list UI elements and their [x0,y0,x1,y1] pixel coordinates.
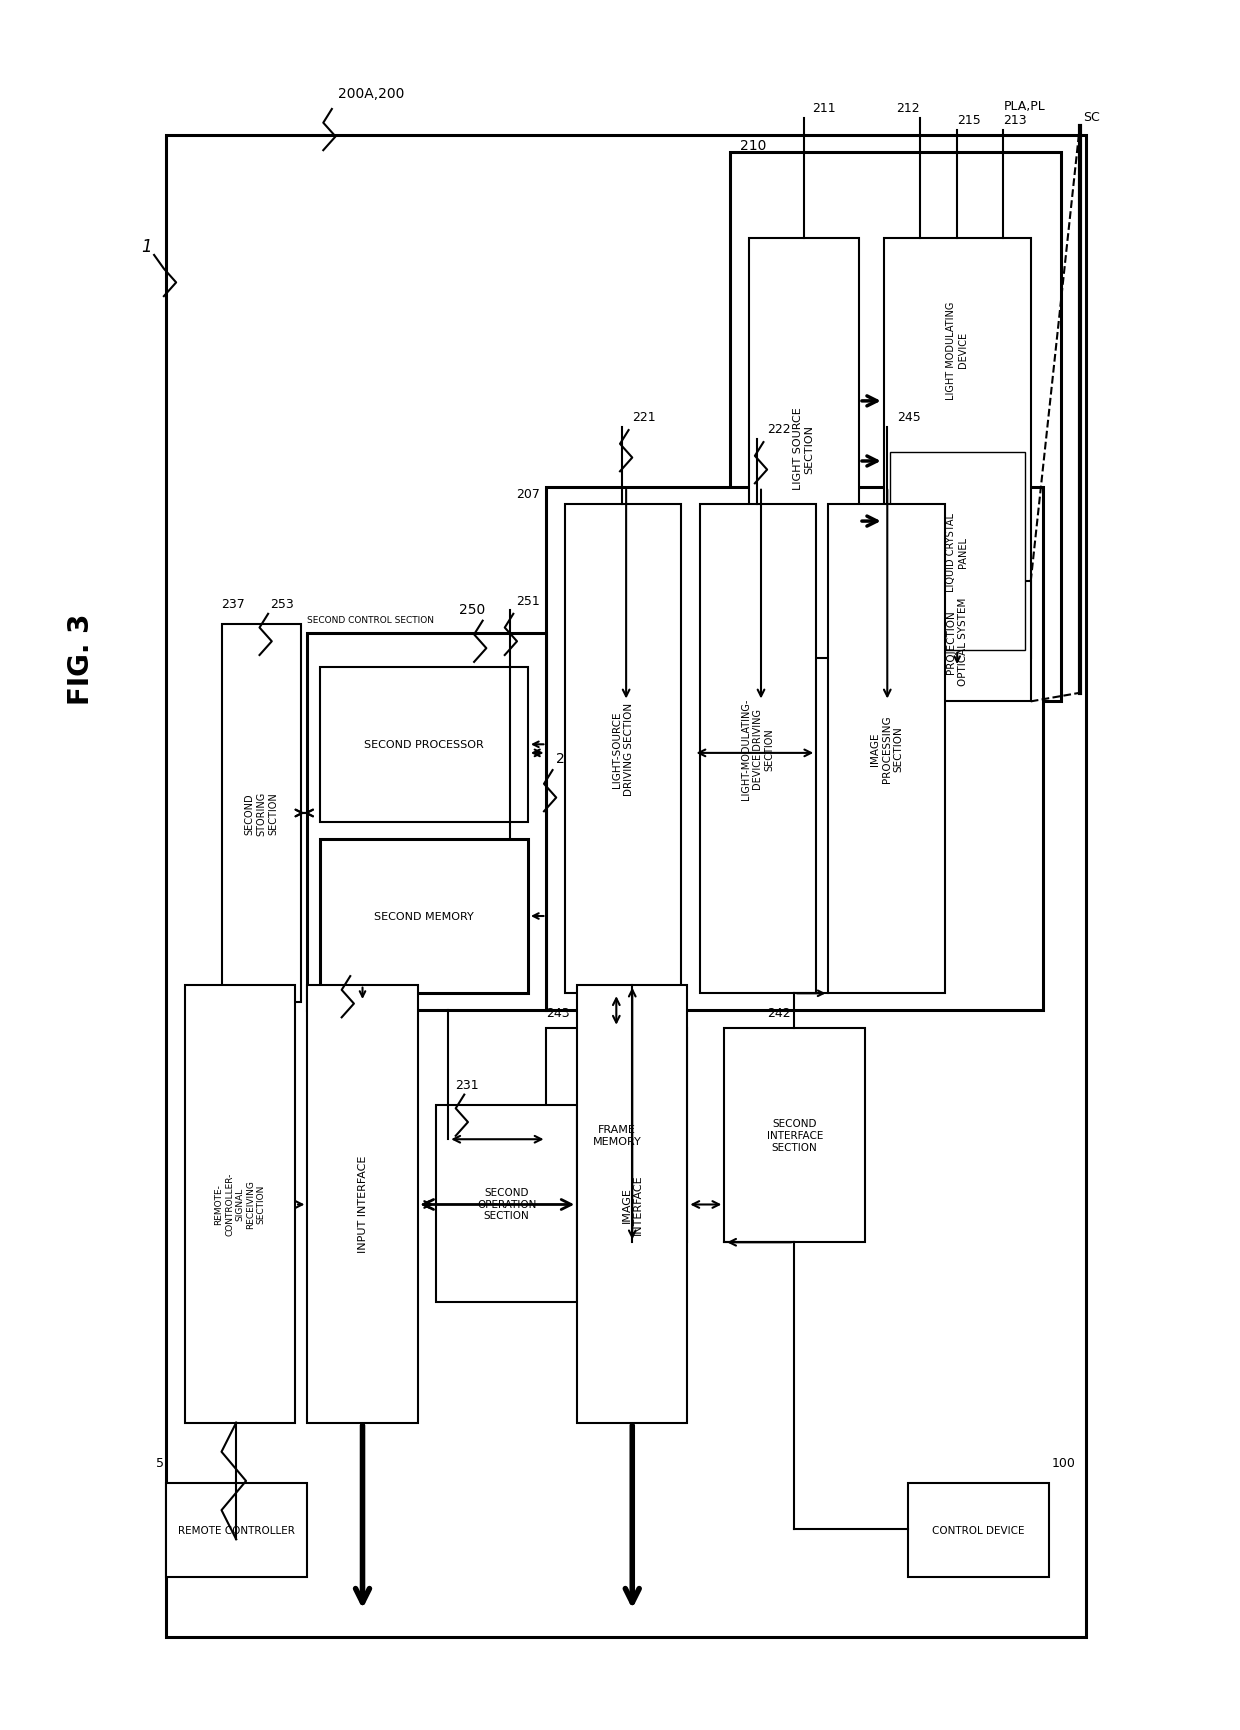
Text: 253: 253 [270,599,294,611]
Bar [565,505,681,993]
Text: LIGHT MODULATING
DEVICE: LIGHT MODULATING DEVICE [946,301,968,400]
Bar [320,839,528,993]
Text: LIGHT-MODULATING-
DEVICE DRIVING
SECTION: LIGHT-MODULATING- DEVICE DRIVING SECTION [742,699,775,799]
Bar [308,633,547,1010]
Bar [749,239,859,659]
Bar [884,581,1030,702]
Bar [577,984,687,1422]
Text: 100: 100 [1052,1457,1075,1469]
Bar [890,453,1024,650]
Text: SECOND
OPERATION
SECTION: SECOND OPERATION SECTION [477,1187,536,1221]
Text: 242: 242 [768,1007,791,1019]
Text: 200A,200: 200A,200 [339,86,404,102]
Bar [828,505,945,993]
Text: LIGHT-SOURCE
DRIVING SECTION: LIGHT-SOURCE DRIVING SECTION [613,702,634,796]
Text: 237: 237 [222,599,246,611]
Bar [547,488,1043,1010]
Text: REMOTE-
CONTROLLER-
SIGNAL
RECEIVING
SECTION: REMOTE- CONTROLLER- SIGNAL RECEIVING SEC… [215,1173,265,1235]
Text: SECOND
STORING
SECTION: SECOND STORING SECTION [244,791,278,836]
Text: 5: 5 [156,1457,164,1469]
Text: 221: 221 [632,412,656,424]
Text: 251: 251 [516,595,539,607]
Bar [436,1105,577,1303]
Bar [308,984,418,1422]
Bar [166,1483,308,1578]
Bar [166,135,1086,1637]
Text: SECOND
INTERFACE
SECTION: SECOND INTERFACE SECTION [766,1119,823,1152]
Text: 222: 222 [768,422,791,436]
Text: IMAGE
PROCESSING
SECTION: IMAGE PROCESSING SECTION [870,716,903,784]
Text: 233: 233 [228,958,252,972]
Bar [908,1483,1049,1578]
Text: LIGHT SOURCE
SECTION: LIGHT SOURCE SECTION [794,408,815,490]
Text: SECOND PROCESSOR: SECOND PROCESSOR [365,740,484,749]
Text: FIG. 3: FIG. 3 [67,614,94,704]
Bar [730,152,1061,702]
Text: 1: 1 [141,239,151,256]
Text: 243: 243 [547,1007,570,1019]
Text: PLA,PL: PLA,PL [1003,100,1045,114]
Text: 212: 212 [897,102,920,116]
Text: 250: 250 [459,602,485,616]
Text: 211: 211 [812,102,836,116]
Text: 231: 231 [455,1078,479,1092]
Text: SECOND CONTROL SECTION: SECOND CONTROL SECTION [308,616,434,625]
Text: 245: 245 [897,412,921,424]
Text: PROJECTION
OPTICAL SYSTEM: PROJECTION OPTICAL SYSTEM [946,599,968,687]
Text: SC: SC [1084,111,1100,123]
Bar [185,984,295,1422]
Text: 235: 235 [341,958,365,972]
Text: REMOTE CONTROLLER: REMOTE CONTROLLER [179,1526,295,1535]
Text: CONTROL DEVICE: CONTROL DEVICE [932,1526,1025,1535]
Text: 210: 210 [740,138,766,152]
Text: 213: 213 [1003,114,1027,126]
Bar [547,1028,687,1242]
Text: 215: 215 [957,114,981,126]
Bar [222,625,301,1002]
Text: 241: 241 [603,958,626,972]
Bar [699,505,816,993]
Text: LIQUID CRYSTAL
PANEL: LIQUID CRYSTAL PANEL [946,512,968,592]
Bar [320,668,528,822]
Text: FRAME
MEMORY: FRAME MEMORY [593,1124,641,1145]
Bar [884,239,1030,659]
Text: SECOND MEMORY: SECOND MEMORY [374,912,474,922]
Text: IMAGE
INTERFACE: IMAGE INTERFACE [621,1173,644,1233]
Text: 207: 207 [516,488,541,500]
Text: INPUT INTERFACE: INPUT INTERFACE [357,1156,367,1253]
Bar [724,1028,866,1242]
Text: 220: 220 [557,751,583,765]
